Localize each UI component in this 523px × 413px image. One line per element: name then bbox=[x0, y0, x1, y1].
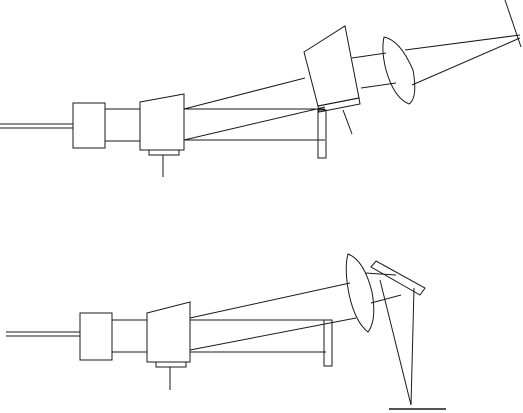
beam-splitter-block bbox=[146, 301, 191, 363]
lower-optical-setup bbox=[6, 253, 446, 410]
beam-upper bbox=[189, 282, 351, 319]
reference-mirror bbox=[323, 319, 333, 367]
block-base bbox=[148, 149, 180, 156]
reference-mirror bbox=[317, 109, 327, 159]
scanner-box bbox=[303, 25, 360, 107]
focus-beam-bottom bbox=[370, 294, 402, 304]
tilted-mirror bbox=[370, 260, 426, 296]
down-beam-right bbox=[410, 287, 415, 406]
scanner-base bbox=[317, 97, 361, 113]
beam-upper bbox=[183, 77, 306, 110]
scanner-post bbox=[342, 109, 353, 135]
focus-beam-top bbox=[404, 34, 521, 51]
focus-beam-top bbox=[364, 272, 397, 276]
lens bbox=[345, 253, 375, 333]
beam-lower bbox=[189, 317, 357, 351]
down-beam-left bbox=[379, 279, 412, 406]
beam-lower bbox=[183, 106, 326, 141]
sample-plane bbox=[504, 0, 522, 48]
focus-beam-bottom bbox=[411, 37, 521, 86]
relay-tube-top bbox=[351, 52, 387, 59]
block-base bbox=[155, 361, 187, 368]
relay-tube-bottom bbox=[360, 82, 397, 89]
beam-splitter-block bbox=[139, 93, 185, 151]
lens bbox=[382, 36, 416, 105]
source-box bbox=[72, 102, 106, 149]
source-box bbox=[79, 312, 113, 361]
upper-optical-setup bbox=[0, 0, 522, 177]
